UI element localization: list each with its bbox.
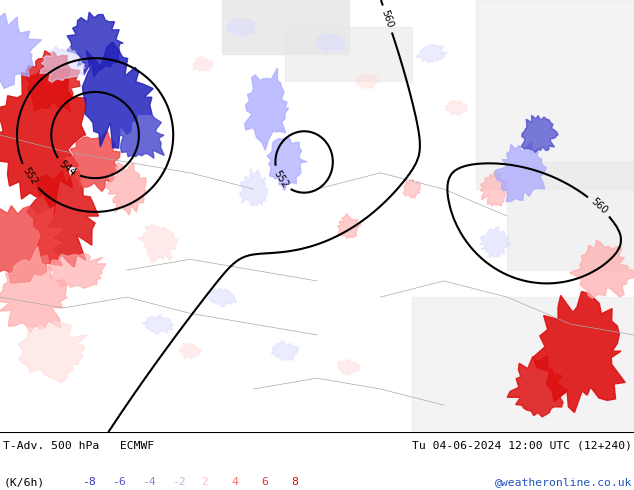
Polygon shape (271, 340, 299, 360)
Polygon shape (208, 288, 237, 307)
Polygon shape (0, 66, 86, 215)
Polygon shape (138, 224, 178, 263)
Polygon shape (113, 110, 164, 158)
Text: (K/6h): (K/6h) (3, 477, 44, 487)
Polygon shape (337, 214, 361, 239)
Polygon shape (40, 47, 85, 82)
Text: -2: -2 (172, 477, 186, 487)
Polygon shape (245, 68, 288, 150)
Polygon shape (315, 34, 346, 53)
Polygon shape (27, 171, 99, 267)
Polygon shape (417, 45, 448, 63)
Polygon shape (403, 179, 420, 198)
Polygon shape (481, 227, 510, 258)
Text: 552: 552 (271, 169, 290, 190)
Polygon shape (569, 240, 634, 298)
Polygon shape (481, 172, 508, 206)
Polygon shape (64, 131, 120, 192)
Text: -4: -4 (142, 477, 156, 487)
Text: 6: 6 (261, 477, 268, 487)
Polygon shape (0, 206, 63, 283)
Polygon shape (142, 314, 174, 335)
Text: T-Adv. 500 hPa   ECMWF: T-Adv. 500 hPa ECMWF (3, 441, 155, 451)
Polygon shape (521, 115, 558, 152)
Polygon shape (193, 57, 213, 72)
Polygon shape (507, 356, 567, 417)
Polygon shape (48, 254, 106, 288)
Polygon shape (179, 343, 201, 359)
Polygon shape (67, 12, 123, 77)
Text: Tu 04-06-2024 12:00 UTC (12+240): Tu 04-06-2024 12:00 UTC (12+240) (412, 441, 632, 451)
Polygon shape (82, 42, 153, 148)
Polygon shape (356, 73, 378, 89)
Polygon shape (240, 169, 268, 206)
Polygon shape (106, 163, 146, 215)
Text: -6: -6 (112, 477, 126, 487)
Text: 2: 2 (202, 477, 209, 487)
Polygon shape (267, 137, 307, 191)
Text: @weatheronline.co.uk: @weatheronline.co.uk (495, 477, 632, 487)
Text: 560: 560 (589, 196, 609, 217)
Polygon shape (445, 100, 468, 115)
Text: -8: -8 (82, 477, 96, 487)
Polygon shape (495, 142, 546, 201)
Polygon shape (226, 19, 256, 37)
Polygon shape (26, 51, 80, 112)
Polygon shape (534, 292, 625, 413)
Text: 8: 8 (291, 477, 298, 487)
Polygon shape (18, 322, 87, 383)
Text: 560: 560 (380, 9, 395, 29)
Text: 4: 4 (231, 477, 238, 487)
Text: 552: 552 (20, 166, 39, 187)
Polygon shape (0, 246, 67, 333)
Polygon shape (0, 13, 42, 88)
Text: 544: 544 (57, 159, 78, 178)
Polygon shape (338, 359, 361, 375)
